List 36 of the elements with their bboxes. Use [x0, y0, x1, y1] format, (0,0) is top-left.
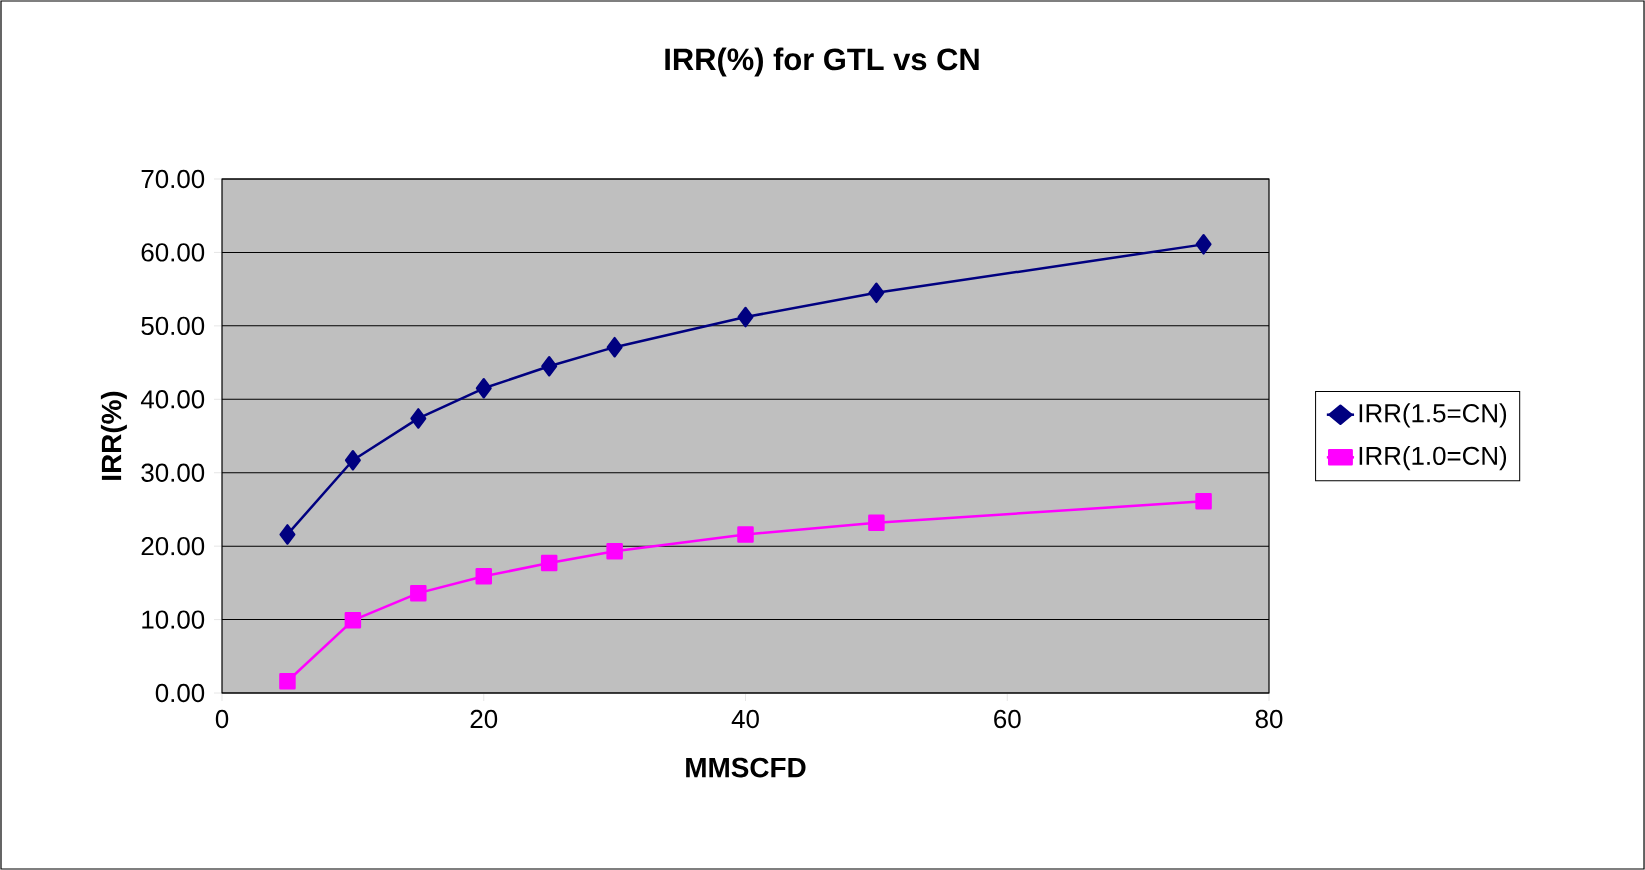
- y-tick-label: 10.00: [142, 610, 205, 629]
- point: [410, 584, 427, 602]
- point: [344, 450, 361, 471]
- y-tick-label: 40.00: [140, 390, 205, 409]
- chart-title: IRR(%) for GTL vs CN: [665, 47, 979, 77]
- y-tick-label: 30.00: [141, 463, 205, 482]
- point: [540, 554, 558, 572]
- point: [279, 524, 296, 545]
- y-tick-label: 50.00: [141, 316, 205, 336]
- x-tick-label: 20: [470, 709, 498, 729]
- point: [475, 378, 492, 399]
- point: [868, 282, 885, 304]
- x-tick-label: 60: [994, 709, 1021, 729]
- point: [475, 568, 493, 585]
- point: [737, 526, 754, 543]
- point: [606, 336, 623, 358]
- y-tick-label: 60.00: [141, 243, 205, 262]
- legend-label: IRR(1.0=CN): [1359, 446, 1507, 471]
- y-tick-label: 70.00: [141, 169, 205, 189]
- point: [541, 356, 558, 377]
- y-tick-label: 20.00: [141, 536, 205, 556]
- point: [279, 673, 296, 690]
- x-tick-label: 40: [731, 709, 759, 729]
- point: [1195, 493, 1212, 510]
- point: [410, 408, 427, 429]
- legend-label: IRR(1.5=CN): [1359, 403, 1507, 428]
- y-tick-label: 0.00: [155, 683, 205, 703]
- x-tick-label: 0: [215, 709, 229, 729]
- point: [737, 306, 754, 328]
- point: [606, 543, 623, 560]
- y-axis-title: IRR(%): [100, 391, 127, 480]
- point: [1195, 234, 1212, 255]
- point: [344, 612, 362, 629]
- x-axis-title: MMSCFD: [686, 757, 806, 778]
- x-tick-label: 80: [1255, 709, 1283, 729]
- point: [868, 514, 885, 531]
